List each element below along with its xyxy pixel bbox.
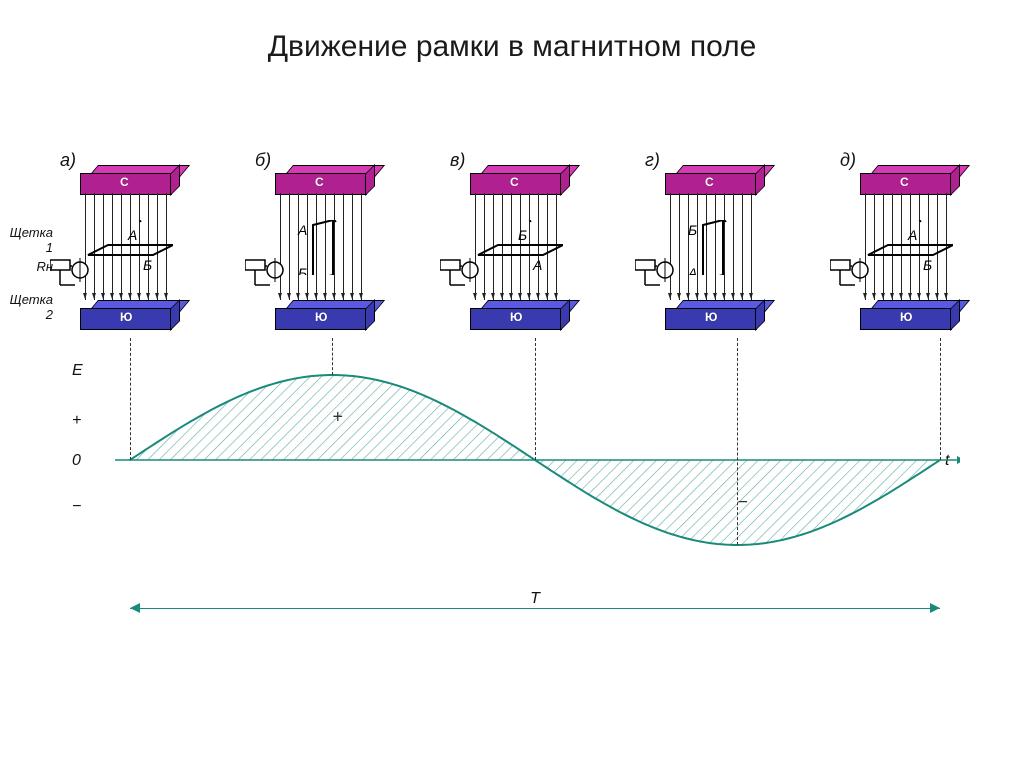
svg-text:−: − <box>738 492 749 512</box>
field-lines <box>475 193 560 300</box>
resistor-label: Rн <box>5 259 53 274</box>
field-lines <box>280 193 365 300</box>
y-label-plus: + <box>72 412 81 430</box>
pole-label-s: Ю <box>900 310 912 324</box>
magnet-south: Ю <box>80 300 180 332</box>
pole-label-s: Ю <box>120 310 132 324</box>
period-dimension: T <box>130 598 940 618</box>
y-label-minus: − <box>72 498 81 516</box>
brush-assembly <box>50 250 90 290</box>
y-label-zero: 0 <box>72 452 81 470</box>
period-label: T <box>526 590 544 608</box>
pole-label-s: Ю <box>705 310 717 324</box>
frame-unit: д)СЮАБ <box>835 155 965 355</box>
brush2-label: Щетка 2 <box>5 292 53 322</box>
sine-chart: E + 0 − t +− <box>90 370 960 620</box>
period-arrow-right-icon <box>930 603 940 613</box>
frame-letter: б) <box>255 150 271 171</box>
magnet-south: Ю <box>665 300 765 332</box>
frame-unit: в)СЮБА <box>445 155 575 355</box>
pole-label-s: Ю <box>315 310 327 324</box>
pole-label-s: Ю <box>510 310 522 324</box>
field-lines <box>85 193 170 300</box>
frame-letter: а) <box>60 150 76 171</box>
field-lines <box>670 193 755 300</box>
pole-label-n: С <box>510 175 519 189</box>
period-line <box>130 608 940 609</box>
frame-unit: а)СЮАБ Щетка 1 Rн Щетка 2 <box>55 155 185 355</box>
brush1-label: Щетка 1 <box>5 225 53 255</box>
period-arrow-left-icon <box>130 603 140 613</box>
pole-label-n: С <box>705 175 714 189</box>
connector-line <box>940 338 941 460</box>
page-title: Движение рамки в магнитном поле <box>0 30 1024 64</box>
connector-line <box>130 338 131 460</box>
magnet-south: Ю <box>860 300 960 332</box>
diagram-row: а)СЮАБ Щетка 1 Rн Щетка 2б)СЮАБ в)СЮБА г… <box>55 155 969 355</box>
pole-label-n: С <box>315 175 324 189</box>
pole-label-n: С <box>900 175 909 189</box>
pole-label-n: С <box>120 175 129 189</box>
field-lines <box>865 193 950 300</box>
frame-letter: д) <box>840 150 856 171</box>
svg-text:+: + <box>333 407 344 427</box>
brush-assembly <box>440 250 480 290</box>
brush-assembly <box>245 250 285 290</box>
y-label-e: E <box>72 362 83 380</box>
frame-letter: г) <box>645 150 660 171</box>
brush-assembly <box>830 250 870 290</box>
frame-unit: г)СЮБА <box>640 155 770 355</box>
magnet-south: Ю <box>275 300 375 332</box>
brush-assembly <box>635 250 675 290</box>
frame-unit: б)СЮАБ <box>250 155 380 355</box>
frame-letter: в) <box>450 150 465 171</box>
connector-line <box>332 338 333 375</box>
brush-labels: Щетка 1 Rн Щетка 2 <box>5 225 53 326</box>
magnet-south: Ю <box>470 300 570 332</box>
connector-line <box>535 338 536 460</box>
connector-line <box>737 338 738 545</box>
